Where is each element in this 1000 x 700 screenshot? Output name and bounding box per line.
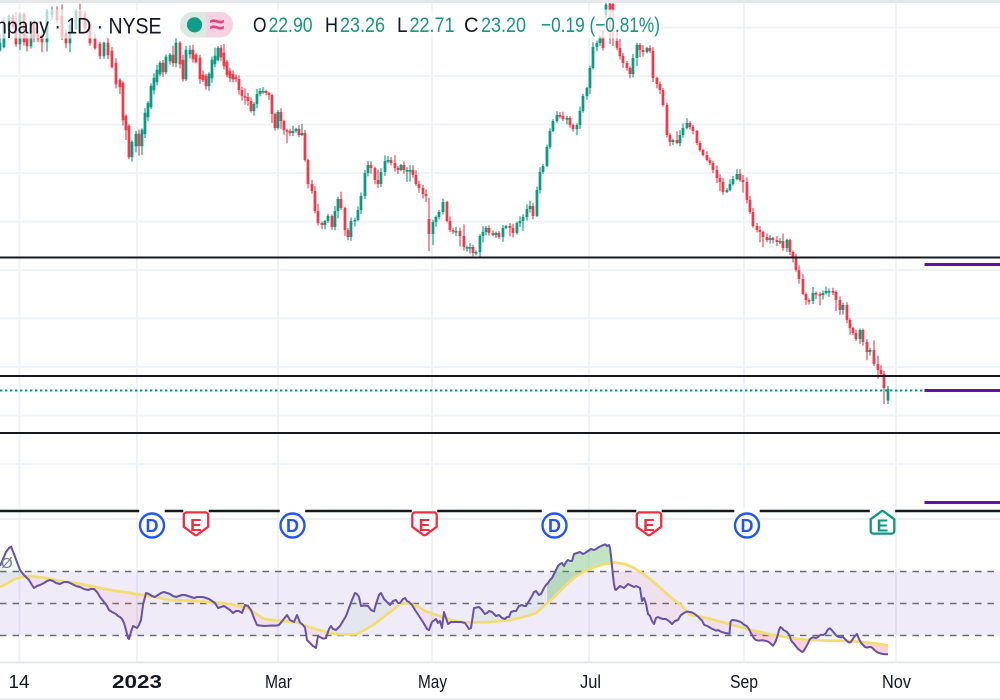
svg-text:E: E xyxy=(643,515,655,535)
svg-text:22.71: 22.71 xyxy=(410,13,455,37)
svg-text:D: D xyxy=(146,516,159,536)
svg-text:H: H xyxy=(325,13,338,37)
svg-text:L: L xyxy=(397,13,408,37)
svg-text:E: E xyxy=(419,515,431,535)
svg-text:Mar: Mar xyxy=(265,672,292,692)
svg-text:23.20: 23.20 xyxy=(481,13,526,37)
svg-text:Nov: Nov xyxy=(882,672,911,692)
svg-text:2023: 2023 xyxy=(112,672,162,692)
svg-text:−0.19 (−0.81%): −0.19 (−0.81%) xyxy=(541,13,660,37)
svg-text:Jul: Jul xyxy=(580,672,601,692)
svg-text:O: O xyxy=(253,13,267,37)
svg-text:D: D xyxy=(548,516,561,536)
svg-text:D: D xyxy=(741,516,754,536)
svg-text:E: E xyxy=(877,516,889,536)
svg-text:≈: ≈ xyxy=(210,9,225,39)
svg-text:C: C xyxy=(464,13,479,37)
svg-text:npany · 1D · NYSE: npany · 1D · NYSE xyxy=(0,14,162,39)
svg-text:E: E xyxy=(190,515,202,535)
svg-text:Sep: Sep xyxy=(730,672,758,692)
svg-text:Ø: Ø xyxy=(1,555,13,572)
svg-text:23.26: 23.26 xyxy=(340,13,385,37)
svg-text:22.90: 22.90 xyxy=(269,13,313,37)
svg-text:May: May xyxy=(418,672,447,692)
svg-text:D: D xyxy=(286,516,299,536)
svg-text:14: 14 xyxy=(9,672,30,692)
